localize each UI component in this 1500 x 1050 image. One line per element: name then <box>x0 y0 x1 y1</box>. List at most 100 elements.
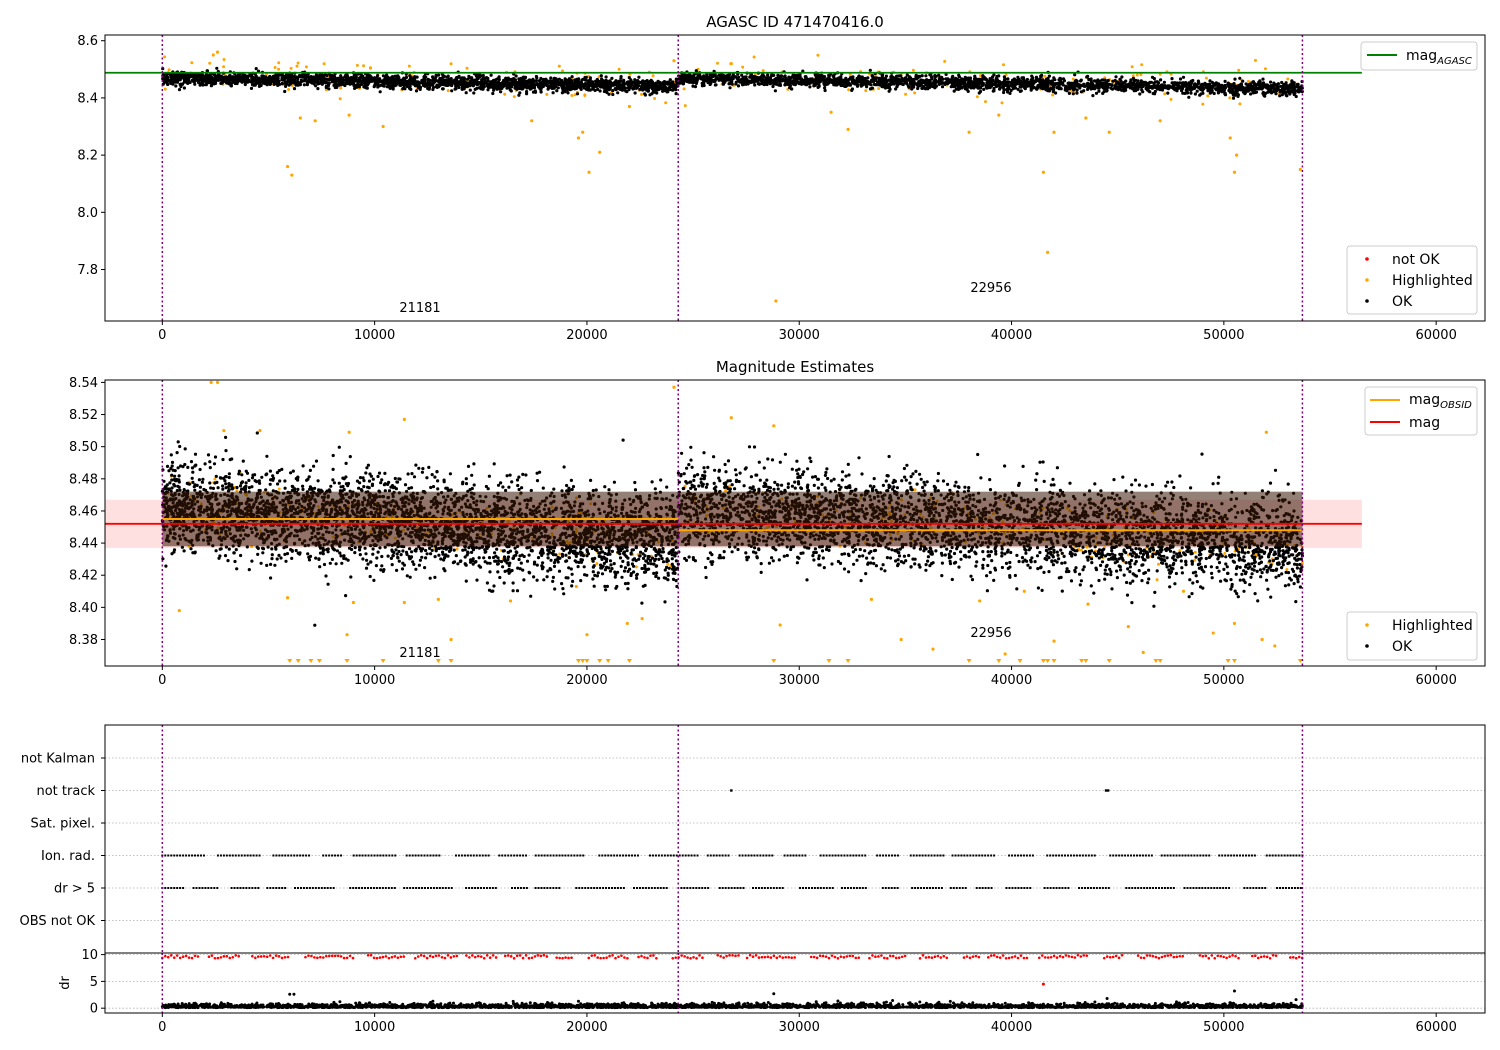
ok-point <box>497 77 501 82</box>
panel-1-plot-area <box>105 35 1362 321</box>
highlighted-point <box>848 73 852 77</box>
ok-point <box>626 83 630 87</box>
ok-point <box>1291 85 1296 89</box>
ok-point <box>1124 83 1128 87</box>
highlighted-point <box>1139 73 1143 77</box>
ok-point <box>1006 77 1010 81</box>
highlighted-point <box>651 74 655 78</box>
ok-point <box>1119 84 1123 88</box>
ok-point <box>690 80 694 84</box>
ok-point <box>839 83 843 88</box>
ok-point <box>187 80 191 84</box>
ok-point <box>530 85 535 89</box>
ok-point <box>1185 88 1189 92</box>
highlighted-point <box>829 110 833 114</box>
highlighted-point <box>190 61 194 65</box>
ok-point <box>798 77 802 81</box>
ok-point <box>560 91 565 95</box>
ok-point <box>1233 77 1237 81</box>
ok-point <box>395 74 399 78</box>
ok-point <box>1002 75 1007 79</box>
ok-point <box>965 87 969 92</box>
ok-point <box>855 78 859 82</box>
ok-point <box>507 85 511 89</box>
ok-point <box>693 78 697 82</box>
ok-point <box>381 74 385 78</box>
ok-point <box>1131 76 1135 80</box>
legend-label-highlighted: Highlighted <box>1392 273 1473 289</box>
highlighted-point <box>1046 250 1050 254</box>
ok-point <box>1044 77 1049 81</box>
ok-point <box>1114 75 1118 79</box>
ok-point <box>808 85 812 89</box>
highlighted-point <box>847 88 851 92</box>
ok-point <box>595 77 599 82</box>
ok-point <box>431 87 435 92</box>
highlighted-point <box>215 50 220 54</box>
ok-point <box>486 79 490 83</box>
ok-point <box>335 77 339 81</box>
ok-point <box>881 82 885 86</box>
ok-point <box>1251 80 1255 84</box>
ok-point <box>616 87 620 91</box>
ok-point <box>688 75 692 79</box>
ok-point <box>205 73 209 77</box>
ok-point <box>1089 87 1093 91</box>
ok-point <box>874 76 878 80</box>
ok-point <box>1134 84 1138 88</box>
highlighted-point <box>285 164 290 169</box>
ok-point <box>302 79 306 83</box>
ok-point <box>173 80 177 84</box>
ok-point <box>251 76 255 80</box>
ok-point <box>778 83 783 87</box>
ok-point <box>851 75 855 79</box>
ok-point <box>314 76 318 80</box>
highlighted-point <box>1131 74 1135 78</box>
ok-point <box>765 82 769 87</box>
ok-point <box>1042 81 1046 85</box>
highlighted-point <box>943 59 947 63</box>
ok-point <box>819 73 823 77</box>
ok-point <box>728 86 732 90</box>
ok-point <box>722 74 727 78</box>
ok-point <box>619 79 623 83</box>
ok-point <box>823 86 827 90</box>
highlighted-point <box>1169 97 1173 101</box>
ok-point <box>284 80 288 84</box>
ok-point <box>1269 80 1273 84</box>
ok-point <box>793 83 797 87</box>
ok-point <box>434 73 438 77</box>
ok-point <box>1261 77 1265 81</box>
ok-point <box>742 82 747 86</box>
ok-point <box>657 87 662 91</box>
ok-point <box>982 87 986 91</box>
ok-point <box>561 88 565 92</box>
ok-point <box>966 76 970 80</box>
ok-point <box>491 91 495 96</box>
ok-point <box>518 84 522 88</box>
highlighted-point <box>816 53 820 57</box>
ok-point <box>611 92 615 97</box>
ok-point <box>912 79 916 83</box>
ok-point <box>1102 83 1106 88</box>
ok-point <box>1212 91 1216 96</box>
highlighted-point <box>1043 74 1047 78</box>
ok-point <box>517 77 521 81</box>
ok-point <box>446 74 450 78</box>
ok-point <box>565 84 570 88</box>
ok-point <box>769 78 773 82</box>
ok-point <box>773 89 778 93</box>
ok-point <box>220 76 224 80</box>
ok-point <box>1198 93 1202 97</box>
ok-point <box>762 79 766 83</box>
ok-point <box>736 84 741 88</box>
highlighted-point <box>222 65 226 69</box>
ok-point <box>682 75 687 79</box>
ok-point <box>816 85 820 89</box>
ok-point <box>714 83 718 87</box>
ok-point <box>977 82 981 86</box>
ok-point <box>567 77 571 81</box>
ok-point <box>275 75 279 79</box>
ok-point <box>830 79 835 83</box>
highlighted-point <box>1158 119 1162 123</box>
